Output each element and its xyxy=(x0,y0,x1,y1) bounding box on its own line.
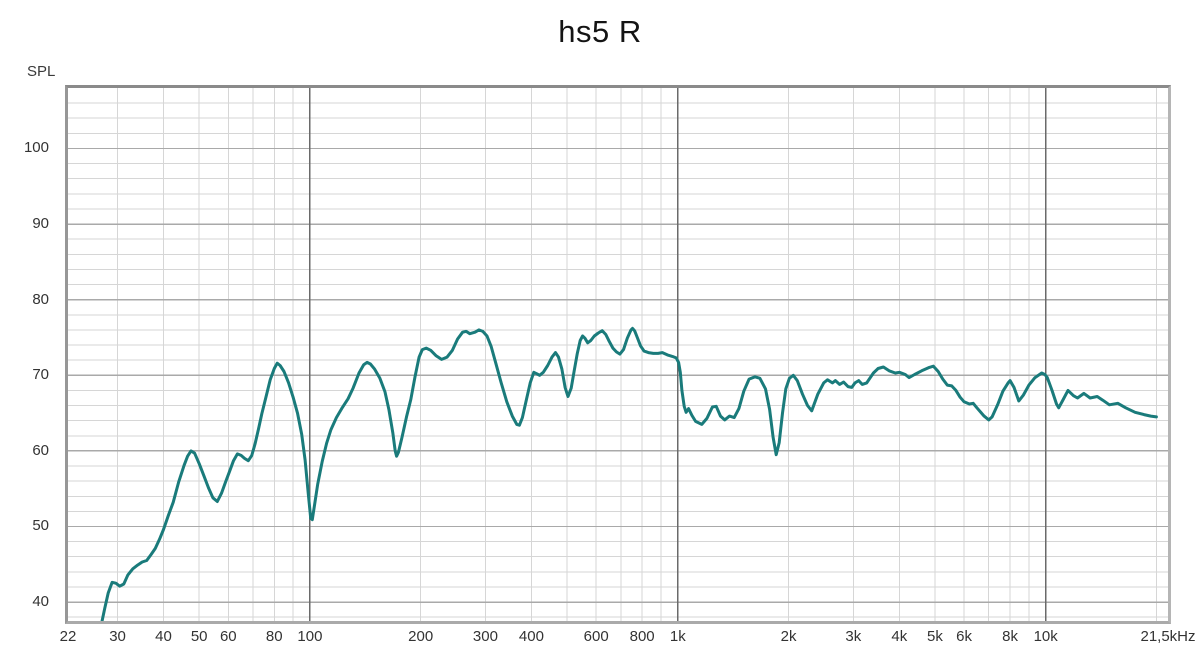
x-tick-label: 4k xyxy=(891,628,908,645)
y-axis-labels: 40 50 60 70 80 90 100 xyxy=(0,88,57,621)
x-tick-label: 5k xyxy=(927,628,943,645)
x-tick-label: 400 xyxy=(518,628,544,645)
x-tick-label: 3k xyxy=(845,628,862,645)
y-axis-title: SPL xyxy=(27,63,56,80)
x-tick-label: 1k xyxy=(669,628,686,645)
x-tick-label: 40 xyxy=(155,628,172,645)
x-tick-label: 22 xyxy=(59,628,77,645)
x-tick-label: 300 xyxy=(472,628,498,645)
x-tick-label: 100 xyxy=(297,628,323,645)
x-tick-label: 2k xyxy=(780,628,797,645)
x-tick-label: 800 xyxy=(629,628,655,645)
page-title: hs5 R xyxy=(558,14,642,49)
frequency-response-chart xyxy=(65,85,1171,624)
y-tick-label: 70 xyxy=(32,366,49,384)
x-tick-label: 30 xyxy=(109,628,126,645)
y-tick-label: 100 xyxy=(23,139,49,157)
plot-area xyxy=(68,88,1168,621)
x-tick-label: 600 xyxy=(583,628,609,645)
y-tick-label: 90 xyxy=(32,215,49,233)
y-tick-label: 80 xyxy=(32,290,49,308)
x-tick-label: 21,5kHz xyxy=(1140,628,1196,645)
x-tick-label: 50 xyxy=(190,628,208,645)
x-tick-label: 200 xyxy=(408,628,434,645)
x-tick-label: 10k xyxy=(1033,628,1058,645)
x-tick-label: 8k xyxy=(1002,628,1018,645)
y-tick-label: 40 xyxy=(32,593,49,611)
x-tick-label: 6k xyxy=(956,628,972,645)
y-tick-label: 50 xyxy=(32,517,49,535)
y-tick-label: 60 xyxy=(32,441,49,459)
x-tick-label: 80 xyxy=(265,628,283,645)
x-axis-labels: 22 30 40 50 60 80 100 200 300 400 600 800 1k 2k 3k 4k 5k… xyxy=(60,627,1196,649)
x-tick-label: 60 xyxy=(219,628,237,645)
response-curve xyxy=(100,326,1158,621)
